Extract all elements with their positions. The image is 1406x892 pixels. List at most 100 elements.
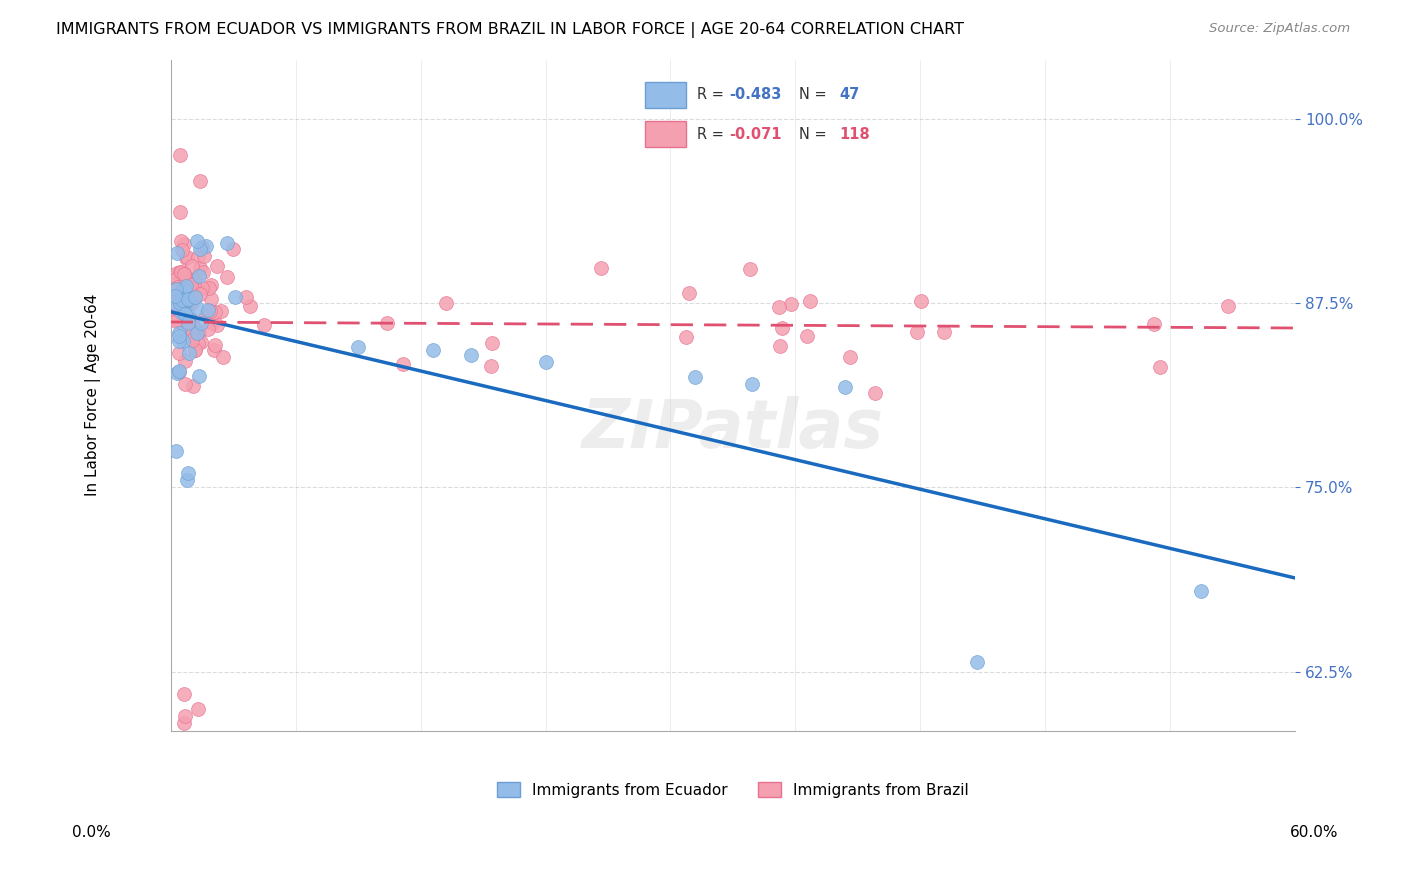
- Point: [177, 290, 200, 304]
- Point: [163, 291, 186, 305]
- Point: [174, 308, 197, 322]
- Point: [169, 290, 191, 304]
- Point: [184, 343, 207, 358]
- Point: [172, 334, 194, 348]
- Point: [173, 282, 195, 296]
- Point: [188, 368, 211, 383]
- Point: [422, 343, 444, 358]
- Point: [170, 266, 193, 280]
- Point: [905, 326, 928, 340]
- Point: [863, 385, 886, 400]
- Point: [799, 294, 821, 309]
- Point: [738, 262, 761, 277]
- Legend: Immigrants from Ecuador, Immigrants from Brazil: Immigrants from Ecuador, Immigrants from…: [491, 775, 976, 804]
- Point: [678, 285, 700, 300]
- Point: [186, 336, 208, 351]
- Point: [181, 314, 204, 328]
- Point: [212, 350, 235, 364]
- Point: [166, 245, 188, 260]
- Point: [222, 242, 245, 256]
- Point: [176, 293, 198, 307]
- Point: [191, 239, 214, 253]
- Point: [169, 289, 191, 303]
- Point: [169, 299, 191, 313]
- Point: [769, 339, 792, 353]
- Point: [200, 292, 222, 306]
- Point: [253, 318, 276, 332]
- Point: [186, 301, 208, 315]
- Point: [163, 311, 186, 326]
- Point: [179, 277, 201, 292]
- Point: [197, 321, 219, 335]
- Point: [176, 473, 198, 487]
- Point: [167, 346, 190, 360]
- Point: [186, 235, 208, 249]
- Point: [166, 367, 188, 381]
- Point: [375, 316, 398, 330]
- Point: [184, 271, 207, 285]
- Point: [188, 242, 211, 256]
- Point: [177, 346, 200, 360]
- Point: [167, 329, 190, 343]
- Point: [166, 280, 188, 294]
- Point: [215, 269, 238, 284]
- Point: [170, 265, 193, 279]
- Point: [169, 316, 191, 330]
- Point: [183, 326, 205, 340]
- Point: [391, 358, 413, 372]
- Point: [170, 234, 193, 248]
- Point: [1143, 318, 1166, 332]
- Point: [200, 278, 222, 293]
- Point: [187, 702, 209, 716]
- Point: [591, 260, 613, 275]
- Point: [180, 277, 202, 292]
- Point: [173, 716, 195, 731]
- Point: [204, 338, 226, 352]
- Point: [167, 334, 190, 349]
- Point: [169, 305, 191, 319]
- Point: [170, 301, 193, 315]
- Point: [200, 303, 222, 318]
- Text: 0.0%: 0.0%: [72, 825, 111, 840]
- Point: [834, 380, 856, 394]
- Point: [176, 783, 198, 797]
- Point: [173, 687, 195, 701]
- Point: [187, 250, 209, 264]
- Point: [198, 280, 221, 294]
- Point: [235, 290, 257, 304]
- Point: [201, 317, 224, 331]
- Point: [215, 236, 238, 251]
- Point: [934, 325, 956, 339]
- Point: [172, 300, 194, 314]
- Point: [796, 329, 818, 343]
- Point: [187, 268, 209, 283]
- Point: [176, 287, 198, 301]
- Point: [177, 316, 200, 330]
- Point: [177, 307, 200, 321]
- Point: [188, 287, 211, 301]
- Point: [534, 355, 557, 369]
- Point: [174, 377, 197, 392]
- Point: [190, 335, 212, 350]
- Point: [202, 343, 225, 357]
- Point: [165, 282, 187, 296]
- Point: [779, 297, 801, 311]
- Point: [194, 308, 217, 322]
- Point: [177, 292, 200, 306]
- Point: [181, 294, 204, 309]
- Point: [768, 300, 790, 314]
- Point: [183, 277, 205, 291]
- Text: IMMIGRANTS FROM ECUADOR VS IMMIGRANTS FROM BRAZIL IN LABOR FORCE | AGE 20-64 COR: IMMIGRANTS FROM ECUADOR VS IMMIGRANTS FR…: [56, 22, 965, 38]
- Point: [190, 316, 212, 330]
- Point: [165, 314, 187, 328]
- Point: [193, 249, 215, 263]
- Point: [460, 348, 482, 362]
- Point: [174, 291, 197, 305]
- Point: [165, 307, 187, 321]
- Point: [169, 326, 191, 340]
- Point: [188, 261, 211, 276]
- Point: [347, 340, 370, 354]
- Point: [180, 320, 202, 334]
- Point: [169, 204, 191, 219]
- Point: [174, 251, 197, 265]
